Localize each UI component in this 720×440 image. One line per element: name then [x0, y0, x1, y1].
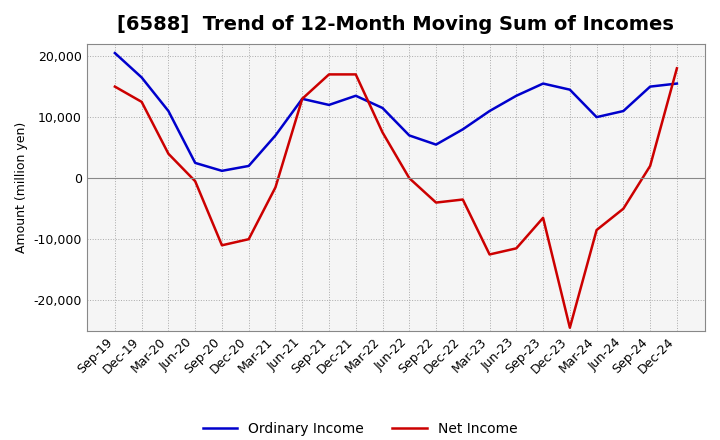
Net Income [298, 96, 307, 102]
Ordinary Income [378, 105, 387, 110]
Ordinary Income [646, 84, 654, 89]
Ordinary Income [405, 133, 413, 138]
Ordinary Income [539, 81, 547, 86]
Net Income [485, 252, 494, 257]
Line: Net Income: Net Income [115, 68, 677, 328]
Ordinary Income [191, 160, 199, 165]
Y-axis label: Amount (million yen): Amount (million yen) [15, 122, 28, 253]
Net Income [217, 242, 226, 248]
Net Income [432, 200, 441, 205]
Ordinary Income [459, 127, 467, 132]
Legend: Ordinary Income, Net Income: Ordinary Income, Net Income [197, 417, 523, 440]
Net Income [672, 66, 681, 71]
Net Income [646, 163, 654, 169]
Ordinary Income [619, 108, 628, 114]
Ordinary Income [565, 87, 574, 92]
Net Income [191, 179, 199, 184]
Net Income [164, 151, 173, 156]
Ordinary Income [593, 114, 601, 120]
Line: Ordinary Income: Ordinary Income [115, 53, 677, 171]
Net Income [512, 246, 521, 251]
Ordinary Income [217, 168, 226, 173]
Ordinary Income [485, 108, 494, 114]
Net Income [539, 215, 547, 220]
Net Income [378, 130, 387, 135]
Ordinary Income [244, 163, 253, 169]
Net Income [271, 185, 280, 190]
Ordinary Income [298, 96, 307, 102]
Ordinary Income [111, 51, 120, 56]
Ordinary Income [138, 75, 146, 80]
Title: [6588]  Trend of 12-Month Moving Sum of Incomes: [6588] Trend of 12-Month Moving Sum of I… [117, 15, 675, 34]
Ordinary Income [512, 93, 521, 99]
Net Income [619, 206, 628, 211]
Net Income [593, 227, 601, 233]
Net Income [351, 72, 360, 77]
Ordinary Income [271, 133, 280, 138]
Net Income [459, 197, 467, 202]
Ordinary Income [432, 142, 441, 147]
Net Income [244, 237, 253, 242]
Net Income [405, 176, 413, 181]
Ordinary Income [164, 108, 173, 114]
Net Income [325, 72, 333, 77]
Net Income [111, 84, 120, 89]
Ordinary Income [351, 93, 360, 99]
Net Income [138, 99, 146, 105]
Ordinary Income [325, 102, 333, 107]
Net Income [565, 325, 574, 330]
Ordinary Income [672, 81, 681, 86]
